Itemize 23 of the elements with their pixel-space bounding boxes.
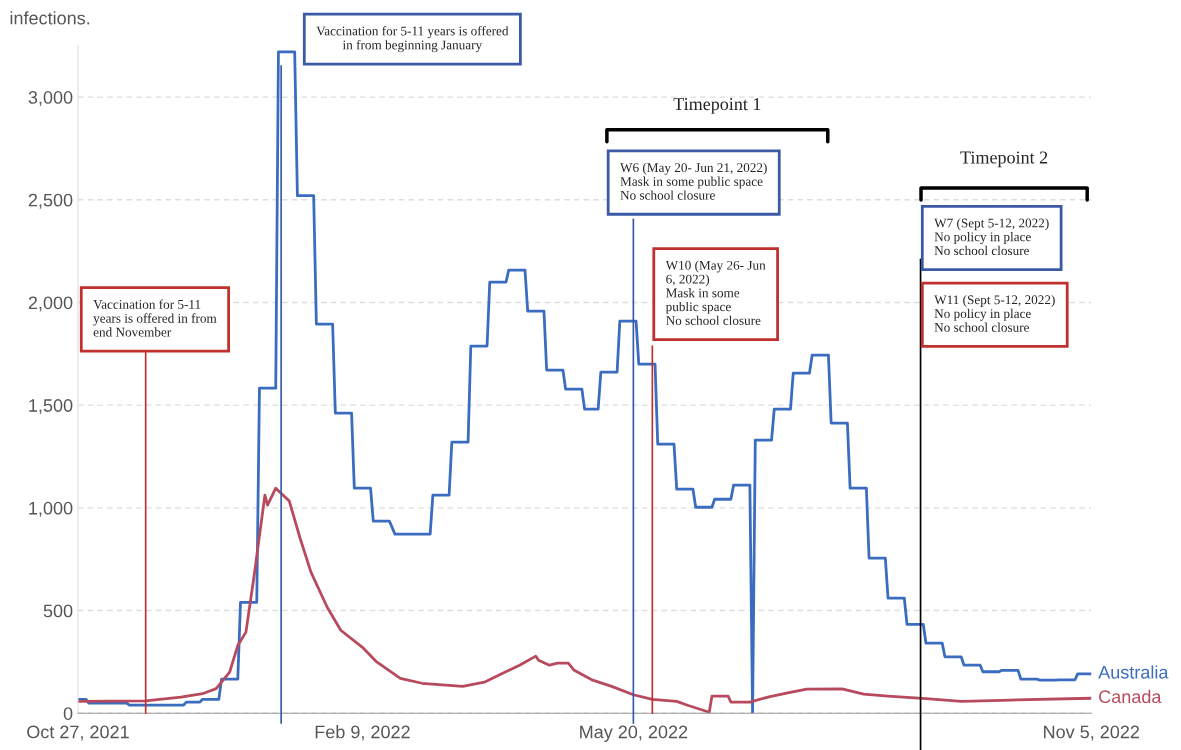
annotation: W7 (Sept 5-12, 2022) No policy in place No school closure xyxy=(934,218,1049,256)
annotation: Timepoint 1 xyxy=(673,98,761,114)
annotation: W11 (Sept 5-12, 2022) No policy in place No school closure xyxy=(934,294,1055,332)
y-tick-label: 0 xyxy=(63,707,73,720)
y-tick-label: 1,000 xyxy=(29,501,73,517)
series-label: Australia xyxy=(1098,665,1169,679)
series-label: Canada xyxy=(1099,689,1162,704)
x-tick-label: Oct 27, 2021 xyxy=(27,725,129,741)
y-tick-label: 3,000 xyxy=(28,91,73,106)
y-tick-label: 500 xyxy=(43,604,73,618)
ref-line-label: Vaccination for 5-11 years is offered in from end November xyxy=(93,299,217,337)
annotation: Timepoint 2 xyxy=(960,151,1048,168)
ref-line-label: Vaccination for 5-11 years is offered in from beginning January xyxy=(316,26,509,53)
y-tick-label: 2,000 xyxy=(28,296,73,312)
x-tick-label: May 20, 2022 xyxy=(580,725,688,742)
y-tick-label: 2,500 xyxy=(28,193,73,209)
x-tick-label: Feb 9, 2022 xyxy=(315,725,410,741)
y-tick-label: 1,500 xyxy=(29,399,73,415)
line-series xyxy=(77,486,1092,714)
ref-line-label: W6 (May 20- Jun 21, 2022) Mask in some public space No school closure xyxy=(620,162,767,200)
chart-subtitle: infections. xyxy=(10,11,90,25)
x-tick-label: Nov 5, 2022 xyxy=(1044,725,1140,741)
ref-line-label: W10 (May 26- Jun 6, 2022) Mask in some public space No school closure xyxy=(665,260,766,325)
